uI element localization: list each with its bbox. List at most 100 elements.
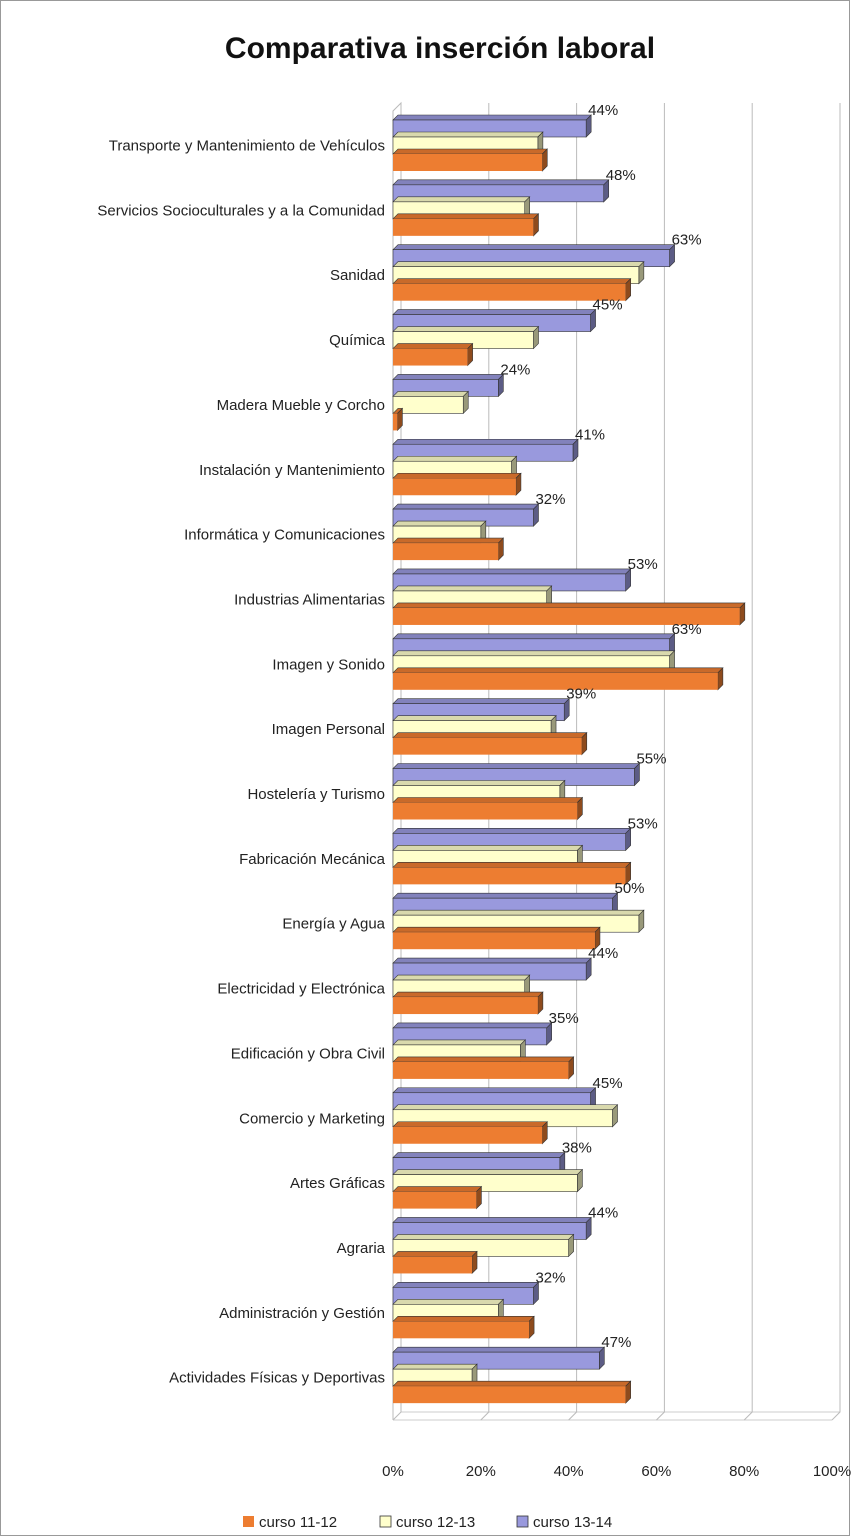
legend-label: curso 12-13 — [396, 1514, 475, 1531]
bar-top — [392, 520, 487, 527]
bar-top — [392, 261, 645, 268]
bar-group — [392, 991, 544, 1015]
bar — [393, 283, 626, 301]
x-tick-label: 80% — [729, 1463, 759, 1480]
bar-top — [392, 602, 746, 609]
y-tick-label: Electricidad y Electrónica — [217, 981, 385, 998]
bar-group — [392, 1250, 478, 1275]
bar-top — [392, 633, 676, 640]
chart-title: Comparativa inserción laboral — [225, 32, 655, 65]
y-tick-label: Comercio y Marketing — [239, 1110, 385, 1127]
bar-top — [392, 1104, 619, 1111]
data-label: 48% — [606, 167, 636, 184]
bar-top — [392, 278, 632, 285]
bar-top — [392, 585, 553, 592]
bar-top — [392, 148, 548, 155]
legend-swatch — [243, 1516, 254, 1527]
bar-top — [392, 568, 632, 575]
bar — [393, 1191, 477, 1209]
bar-top — [392, 131, 544, 138]
data-label: 45% — [593, 297, 623, 314]
y-tick-label: Hostelería y Turismo — [247, 786, 385, 803]
bar-group — [392, 277, 632, 302]
data-label: 32% — [535, 491, 565, 508]
bar — [393, 348, 468, 366]
legend-swatch — [516, 1515, 529, 1528]
data-label: 55% — [636, 751, 666, 768]
bar — [393, 1321, 530, 1339]
bar — [393, 607, 740, 625]
bar-top — [392, 343, 474, 349]
bar — [393, 1386, 626, 1404]
bar — [393, 218, 534, 236]
bar — [393, 932, 595, 950]
data-label: 53% — [628, 815, 658, 832]
bar-top — [392, 213, 540, 220]
bar-top — [392, 374, 505, 380]
legend-label: curso 11-12 — [259, 1514, 337, 1531]
bar-top — [392, 1316, 535, 1322]
bar-top — [392, 1380, 632, 1387]
bar — [393, 997, 538, 1015]
bar-group — [392, 390, 469, 415]
x-tick-label: 0% — [382, 1463, 404, 1480]
bar-top — [392, 732, 588, 738]
data-label: 32% — [535, 1269, 565, 1286]
y-tick-label: Fabricación Mecánica — [239, 851, 386, 868]
y-tick-label: Imagen Personal — [272, 721, 385, 738]
data-label: 63% — [672, 232, 702, 249]
bar-top — [392, 503, 540, 510]
bar — [393, 1126, 543, 1144]
bar-top — [392, 926, 601, 933]
bar — [393, 1061, 569, 1079]
grid-line — [743, 103, 753, 1421]
bar-top — [392, 1282, 540, 1288]
data-label: 38% — [562, 1140, 592, 1157]
bar-group — [392, 342, 474, 367]
bar-top — [392, 780, 566, 786]
bar-top — [392, 991, 544, 998]
bar — [393, 413, 398, 431]
data-label: 24% — [500, 361, 530, 378]
grid-line — [656, 103, 665, 1421]
bar-top — [392, 438, 579, 445]
bar-top — [392, 698, 570, 704]
bar-top — [392, 1217, 592, 1223]
data-label: 44% — [588, 945, 618, 962]
bar-top — [392, 196, 531, 203]
bar-group — [392, 602, 746, 626]
y-tick-label: Química — [329, 332, 386, 349]
x-tick-label: 100% — [813, 1463, 851, 1480]
x-tick-label: 40% — [554, 1463, 584, 1480]
bar — [392, 396, 464, 414]
bar-group — [392, 472, 522, 496]
bar-top — [392, 309, 597, 315]
bar-top — [392, 1346, 606, 1353]
legend-label: curso 13-14 — [533, 1514, 612, 1531]
bar — [393, 543, 499, 561]
y-tick-label: Instalación y Mantenimiento — [199, 462, 385, 479]
bar-top — [392, 845, 584, 851]
bar — [393, 154, 543, 171]
bar-top — [392, 244, 676, 250]
bar-group — [392, 148, 548, 172]
y-tick-label: Agraria — [337, 1240, 386, 1257]
x-tick-label: 20% — [466, 1463, 496, 1480]
bar — [393, 737, 582, 755]
data-label: 39% — [566, 686, 596, 703]
bar-top — [392, 715, 557, 721]
grid-line — [568, 103, 578, 1421]
bar-top — [392, 537, 505, 544]
bar-group — [392, 1380, 632, 1404]
bar-top — [392, 797, 584, 803]
data-label: 44% — [588, 1204, 618, 1221]
bar-top — [392, 391, 469, 397]
bar-group — [392, 407, 404, 432]
bar-group — [392, 667, 724, 691]
bar-top — [392, 1022, 553, 1029]
bar-top — [392, 957, 592, 964]
bar — [393, 672, 718, 690]
data-label: 44% — [588, 102, 618, 119]
y-tick-label: Informática y Comunicaciones — [184, 527, 385, 544]
